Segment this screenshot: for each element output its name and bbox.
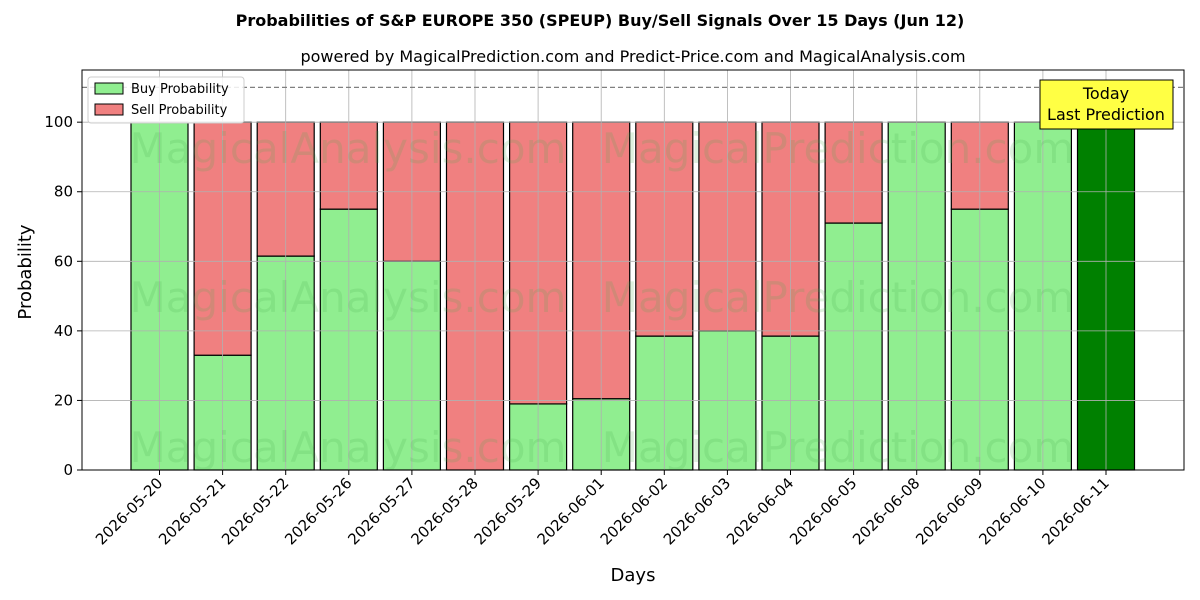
watermark-1-0: MagicalAnalysis.com — [130, 273, 567, 322]
y-tick-label-80: 80 — [54, 183, 73, 201]
x-tick-label-2026-06-11: 2026-06-11 — [1038, 474, 1112, 548]
y-tick-label-60: 60 — [54, 252, 73, 270]
watermark-0-1: MagicalPrediction.com — [602, 124, 1075, 173]
x-tick-label-2026-05-22: 2026-05-22 — [218, 474, 292, 548]
x-tick-label-2026-05-29: 2026-05-29 — [471, 474, 545, 548]
watermark-2-0: MagicalAnalysis.com — [130, 423, 567, 472]
chart-title: Probabilities of S&P EUROPE 350 (SPEUP) … — [236, 11, 965, 30]
watermark-1-1: MagicalPrediction.com — [602, 273, 1075, 322]
annotation-line-0: Today — [1082, 84, 1129, 103]
x-tick-label-2026-06-03: 2026-06-03 — [660, 474, 734, 548]
watermark-0-0: MagicalAnalysis.com — [130, 124, 567, 173]
legend-label-1: Sell Probability — [131, 103, 228, 118]
x-tick-label-2026-05-28: 2026-05-28 — [407, 474, 481, 548]
x-tick-label-2026-05-27: 2026-05-27 — [344, 474, 418, 548]
annotation-box — [1039, 79, 1174, 130]
legend-label-0: Buy Probability — [131, 82, 229, 97]
chart-subtitle: powered by MagicalPrediction.com and Pre… — [300, 47, 965, 66]
y-tick-label-20: 20 — [54, 391, 73, 409]
watermark-2-1: MagicalPrediction.com — [602, 423, 1075, 472]
x-tick-label-2026-06-10: 2026-06-10 — [975, 474, 1049, 548]
legend-box — [87, 76, 245, 124]
x-tick-label-2026-06-08: 2026-06-08 — [849, 474, 923, 548]
legend: Buy Probability Sell Probability — [87, 76, 245, 124]
today-annotation: Today Last Prediction — [1039, 79, 1174, 130]
y-tick-label-40: 40 — [54, 322, 73, 340]
x-tick-label-2026-06-02: 2026-06-02 — [597, 474, 671, 548]
x-tick-label-2026-05-21: 2026-05-21 — [155, 474, 229, 548]
x-tick-label-2026-06-01: 2026-06-01 — [534, 474, 608, 548]
x-tick-label-2026-06-05: 2026-06-05 — [786, 474, 860, 548]
plot-area: MagicalAnalysis.com MagicalPrediction.com… — [44, 69, 1185, 548]
legend-swatch-0 — [94, 82, 124, 95]
x-tick-label-2026-06-09: 2026-06-09 — [912, 474, 986, 548]
x-tick-label-2026-05-20: 2026-05-20 — [92, 474, 166, 548]
plot-frame — [81, 69, 1185, 471]
y-tick-label-0: 0 — [63, 461, 73, 479]
legend-swatch-1 — [94, 103, 124, 116]
annotation-line-1: Last Prediction — [1047, 105, 1165, 124]
x-tick-label-2026-06-04: 2026-06-04 — [723, 474, 797, 548]
x-axis-label: Days — [611, 565, 656, 586]
y-tick-label-100: 100 — [44, 113, 73, 131]
y-axis-label: Probability — [15, 224, 36, 319]
x-tick-label-2026-05-26: 2026-05-26 — [281, 474, 355, 548]
